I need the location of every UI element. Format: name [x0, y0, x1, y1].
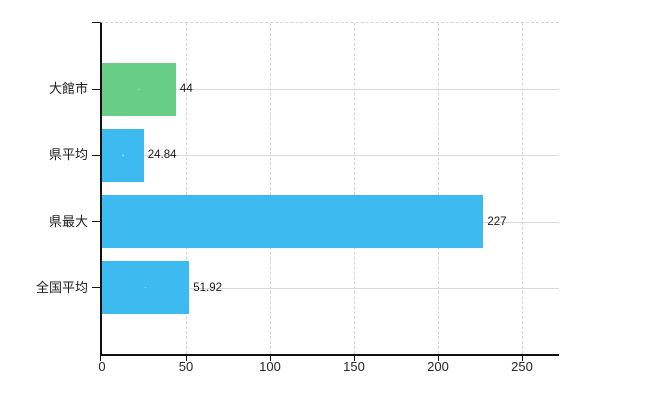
bar-大館市[interactable] [102, 62, 176, 116]
category-label-大館市: 大館市 [48, 81, 88, 97]
y-axis-tick [92, 287, 100, 289]
x-axis-tick [521, 356, 523, 361]
vertical-gridline [438, 23, 440, 354]
x-tick-label: 200 [427, 359, 449, 374]
category-label-県平均: 県平均 [48, 147, 88, 163]
x-tick-label: 100 [259, 359, 281, 374]
x-axis-tick [269, 356, 271, 361]
x-axis-tick [185, 356, 187, 361]
bar-value-label: 24.84 [147, 149, 177, 162]
y-axis-tick [92, 221, 100, 223]
category-label-県最大: 県最大 [48, 213, 88, 229]
x-tick-label: 50 [178, 359, 194, 374]
plot-area: 44 24.84 227 51.92 [92, 22, 559, 361]
bar-全国平均[interactable] [102, 261, 190, 315]
horizontal-gridline [102, 155, 559, 157]
x-tick-label: 0 [98, 359, 106, 374]
x-tick-label: 250 [511, 359, 533, 374]
bar-value-label: 227 [487, 215, 507, 228]
vertical-gridline [270, 23, 271, 354]
vertical-gridline [186, 23, 187, 354]
horizontal-gridline [102, 89, 559, 91]
x-axis-tick [353, 356, 355, 361]
x-axis-tick [100, 356, 101, 361]
y-axis-tick [92, 88, 100, 90]
x-axis-tick [437, 356, 439, 361]
y-axis-tick [92, 22, 100, 23]
bar-value-label: 51.92 [193, 281, 222, 294]
y-axis-tick [92, 154, 100, 156]
horizontal-gridline [102, 287, 559, 289]
x-tick-label: 150 [343, 359, 365, 374]
vertical-gridline [354, 23, 356, 354]
category-label-全国平均: 全国平均 [35, 279, 88, 295]
bar-県最大[interactable] [102, 195, 484, 249]
vertical-gridline [522, 23, 524, 354]
bar-県平均[interactable] [102, 128, 144, 182]
bar-value-label: 44 [179, 83, 193, 96]
